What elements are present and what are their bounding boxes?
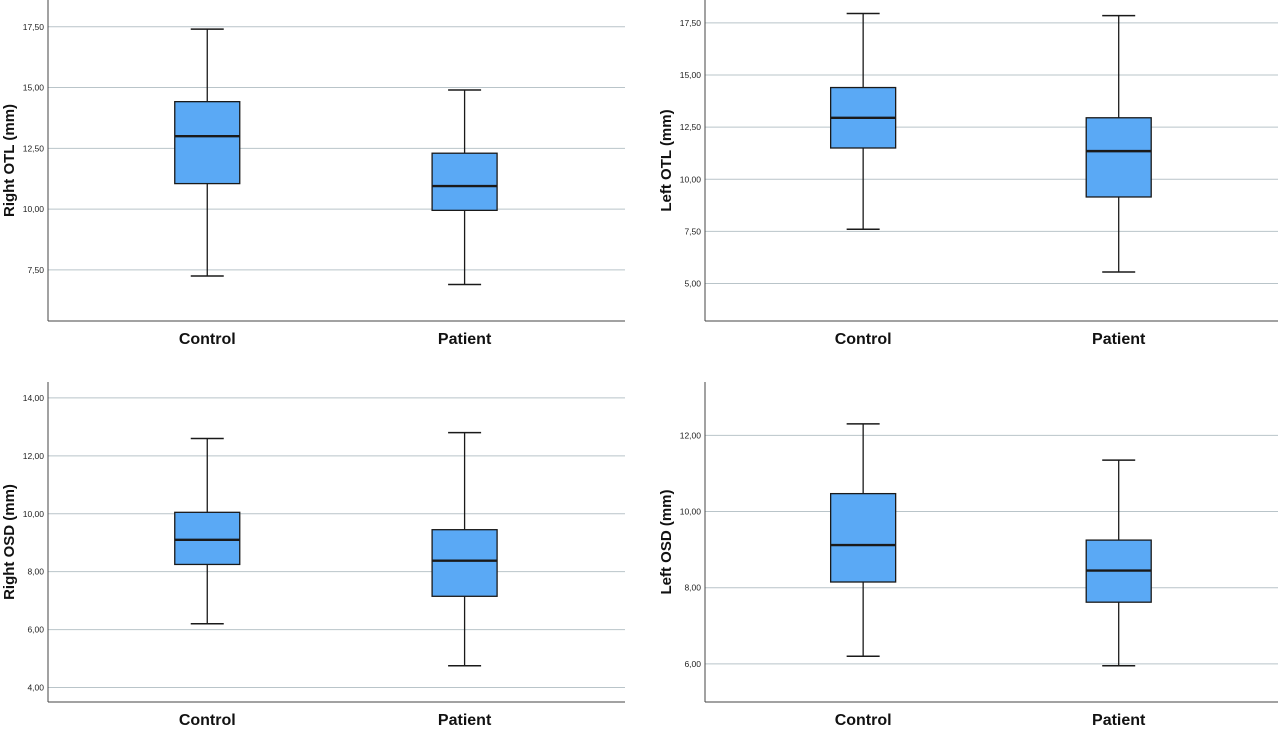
y-tick-label: 6,00 [27, 625, 44, 635]
chart-panel-4: 6,00 8,00 10,00 12,00 Left OSD (mm) Control Pa… [658, 382, 1278, 729]
y-tick-label: 12,50 [680, 122, 702, 132]
x-category-label-control: Control [835, 712, 892, 729]
y-tick-label: 12,50 [23, 143, 45, 153]
y-tick-label: 12,00 [680, 430, 702, 440]
box-patient[interactable] [431, 431, 498, 667]
x-category-label-control: Control [179, 331, 236, 348]
iqr-box[interactable] [174, 511, 241, 566]
box-control[interactable] [829, 12, 897, 231]
x-category-label-patient: Patient [438, 331, 492, 348]
y-tick-label: 7,50 [684, 226, 701, 236]
y-tick-label: 15,00 [23, 83, 45, 93]
iqr-box[interactable] [431, 152, 498, 212]
x-category-label-patient: Patient [438, 712, 492, 729]
y-tick-label: 10,00 [680, 507, 702, 517]
y-tick-label: 4,00 [27, 683, 44, 693]
iqr-box[interactable] [431, 529, 498, 597]
iqr-box[interactable] [829, 492, 897, 583]
y-tick-label: 17,50 [23, 22, 45, 32]
box-control[interactable] [174, 28, 241, 277]
y-tick-label: 10,00 [23, 509, 45, 519]
y-axis-title: Right OTL (mm) [1, 104, 18, 217]
box-control[interactable] [829, 423, 897, 658]
y-tick-label: 8,00 [684, 583, 701, 593]
x-category-label-control: Control [835, 331, 892, 348]
y-axis-title: Left OTL (mm) [658, 109, 675, 211]
y-tick-label: 6,00 [684, 659, 701, 669]
y-tick-label: 10,00 [680, 174, 702, 184]
iqr-box[interactable] [1085, 117, 1152, 198]
box-patient[interactable] [1085, 14, 1152, 273]
box-patient[interactable] [431, 89, 498, 286]
y-tick-label: 15,00 [680, 70, 702, 80]
x-category-label-control: Control [179, 712, 236, 729]
y-tick-label: 17,50 [680, 18, 702, 28]
y-axis-title: Right OSD (mm) [1, 484, 18, 600]
y-tick-label: 7,50 [27, 265, 44, 275]
y-tick-label: 5,00 [684, 278, 701, 288]
x-category-label-patient: Patient [1092, 712, 1146, 729]
chart-panel-1: 7,50 10,00 12,50 15,00 17,50 Right OTL (mm) Co… [1, 0, 625, 348]
iqr-box[interactable] [174, 101, 241, 185]
y-axis-title: Left OSD (mm) [658, 489, 675, 594]
y-tick-label: 10,00 [23, 204, 45, 214]
x-category-label-patient: Patient [1092, 331, 1146, 348]
box-patient[interactable] [1085, 459, 1152, 667]
y-tick-label: 12,00 [23, 451, 45, 461]
box-control[interactable] [174, 437, 241, 625]
y-tick-label: 8,00 [27, 567, 44, 577]
chart-panel-3: 4,00 6,00 8,00 10,00 12,00 14,00 Right OSD (mm… [1, 382, 625, 729]
y-tick-label: 14,00 [23, 393, 45, 403]
chart-panel-2: 5,00 7,50 10,00 12,50 15,00 17,50 Left OTL (mm… [658, 0, 1278, 348]
